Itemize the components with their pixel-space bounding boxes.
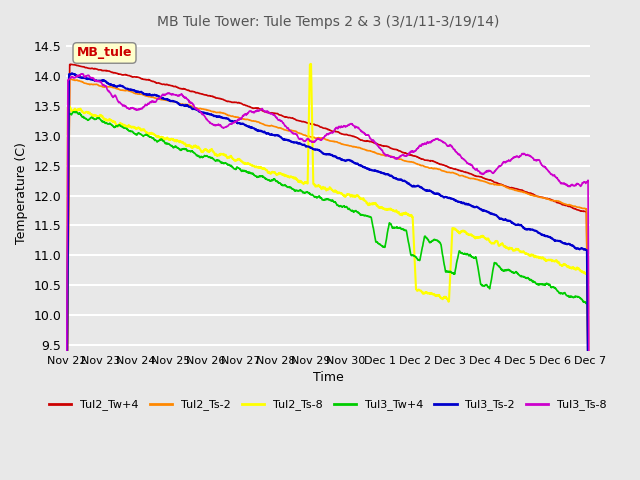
Text: MB_tule: MB_tule <box>77 47 132 60</box>
Title: MB Tule Tower: Tule Temps 2 & 3 (3/1/11-3/19/14): MB Tule Tower: Tule Temps 2 & 3 (3/1/11-… <box>157 15 499 29</box>
X-axis label: Time: Time <box>312 371 343 384</box>
Legend: Tul2_Tw+4, Tul2_Ts-2, Tul2_Ts-8, Tul3_Tw+4, Tul3_Ts-2, Tul3_Ts-8: Tul2_Tw+4, Tul2_Ts-2, Tul2_Ts-8, Tul3_Tw… <box>45 395 611 415</box>
Y-axis label: Temperature (C): Temperature (C) <box>15 142 28 243</box>
